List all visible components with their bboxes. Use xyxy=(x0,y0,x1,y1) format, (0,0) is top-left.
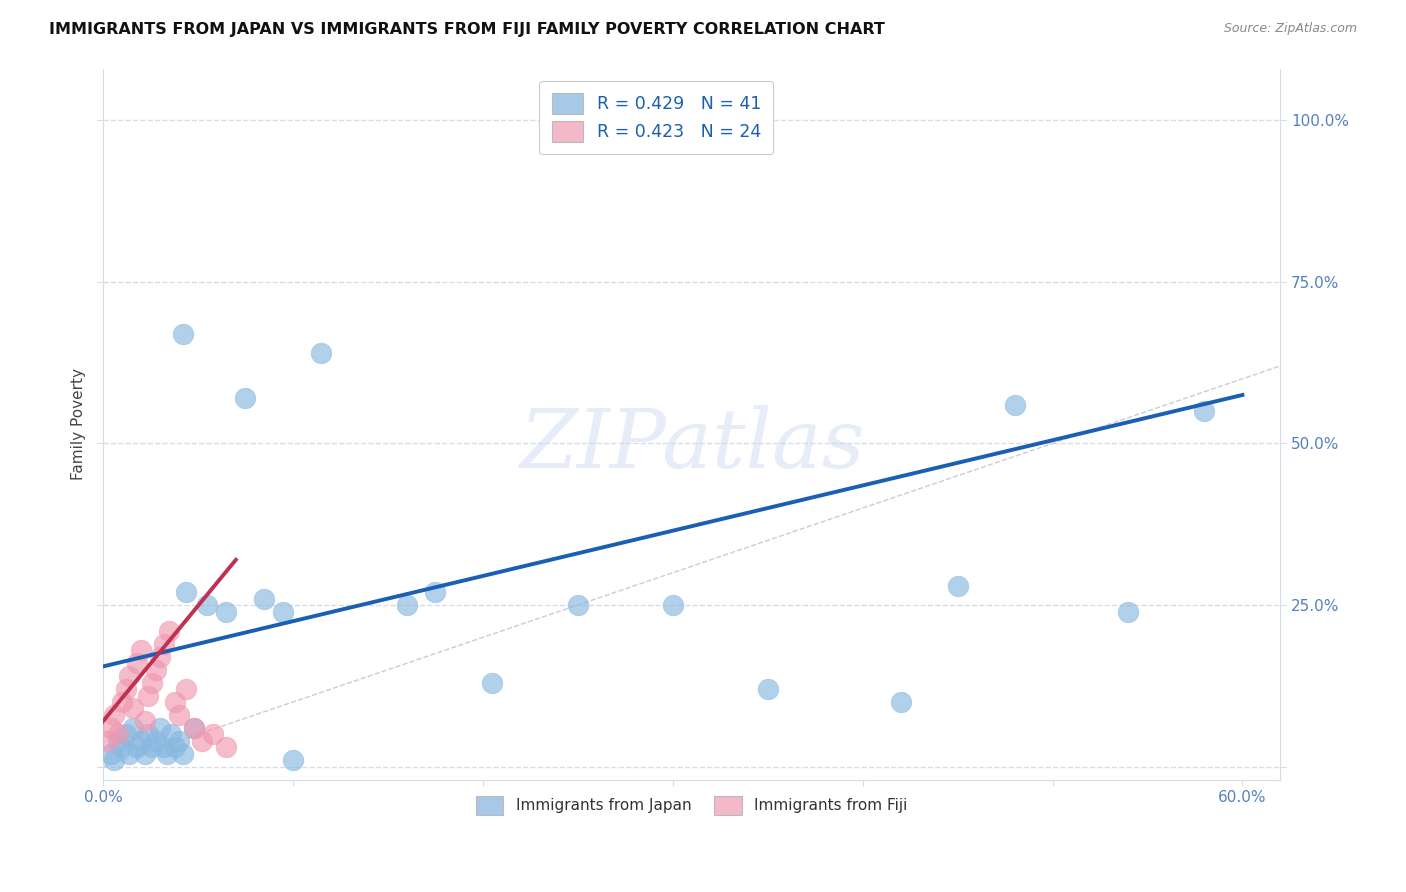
Point xyxy=(395,598,418,612)
Point xyxy=(152,740,174,755)
Point xyxy=(127,657,149,671)
Point xyxy=(481,675,503,690)
Point xyxy=(96,734,118,748)
Point xyxy=(141,740,163,755)
Text: IMMIGRANTS FROM JAPAN VS IMMIGRANTS FROM FIJI FAMILY POVERTY CORRELATION CHART: IMMIGRANTS FROM JAPAN VS IMMIGRANTS FROM… xyxy=(49,22,886,37)
Point xyxy=(100,721,122,735)
Point xyxy=(134,714,156,729)
Point xyxy=(425,585,447,599)
Point xyxy=(233,391,256,405)
Point xyxy=(145,734,167,748)
Point xyxy=(129,734,152,748)
Point xyxy=(149,721,172,735)
Point xyxy=(129,643,152,657)
Point xyxy=(103,753,125,767)
Text: Source: ZipAtlas.com: Source: ZipAtlas.com xyxy=(1223,22,1357,36)
Point xyxy=(145,663,167,677)
Point xyxy=(122,701,145,715)
Point xyxy=(157,624,180,638)
Point xyxy=(114,682,136,697)
Point xyxy=(165,695,187,709)
Point xyxy=(195,598,218,612)
Point xyxy=(149,649,172,664)
Point xyxy=(172,326,194,341)
Point xyxy=(156,747,179,761)
Point xyxy=(152,637,174,651)
Point xyxy=(107,727,129,741)
Legend: Immigrants from Japan, Immigrants from Fiji: Immigrants from Japan, Immigrants from F… xyxy=(465,785,918,825)
Point xyxy=(141,675,163,690)
Point xyxy=(190,734,212,748)
Point xyxy=(167,734,190,748)
Point xyxy=(311,346,333,360)
Point xyxy=(215,740,238,755)
Text: ZIPatlas: ZIPatlas xyxy=(519,405,865,485)
Point xyxy=(202,727,225,741)
Point xyxy=(215,605,238,619)
Point xyxy=(273,605,295,619)
Point xyxy=(890,695,912,709)
Point xyxy=(103,708,125,723)
Point xyxy=(111,740,134,755)
Point xyxy=(111,695,134,709)
Point xyxy=(183,721,205,735)
Point xyxy=(1118,605,1140,619)
Point xyxy=(138,689,160,703)
Point xyxy=(127,740,149,755)
Point xyxy=(160,727,183,741)
Point xyxy=(1194,404,1216,418)
Point xyxy=(118,747,141,761)
Point xyxy=(122,721,145,735)
Point xyxy=(567,598,589,612)
Point xyxy=(176,585,198,599)
Point xyxy=(946,579,969,593)
Point xyxy=(165,740,187,755)
Point xyxy=(661,598,683,612)
Point xyxy=(172,747,194,761)
Point xyxy=(253,591,276,606)
Point xyxy=(118,669,141,683)
Point xyxy=(183,721,205,735)
Point xyxy=(100,747,122,761)
Point xyxy=(281,753,304,767)
Point xyxy=(176,682,198,697)
Point xyxy=(756,682,779,697)
Y-axis label: Family Poverty: Family Poverty xyxy=(72,368,86,480)
Point xyxy=(1004,398,1026,412)
Point xyxy=(114,727,136,741)
Point xyxy=(138,727,160,741)
Point xyxy=(107,734,129,748)
Point xyxy=(167,708,190,723)
Point xyxy=(134,747,156,761)
